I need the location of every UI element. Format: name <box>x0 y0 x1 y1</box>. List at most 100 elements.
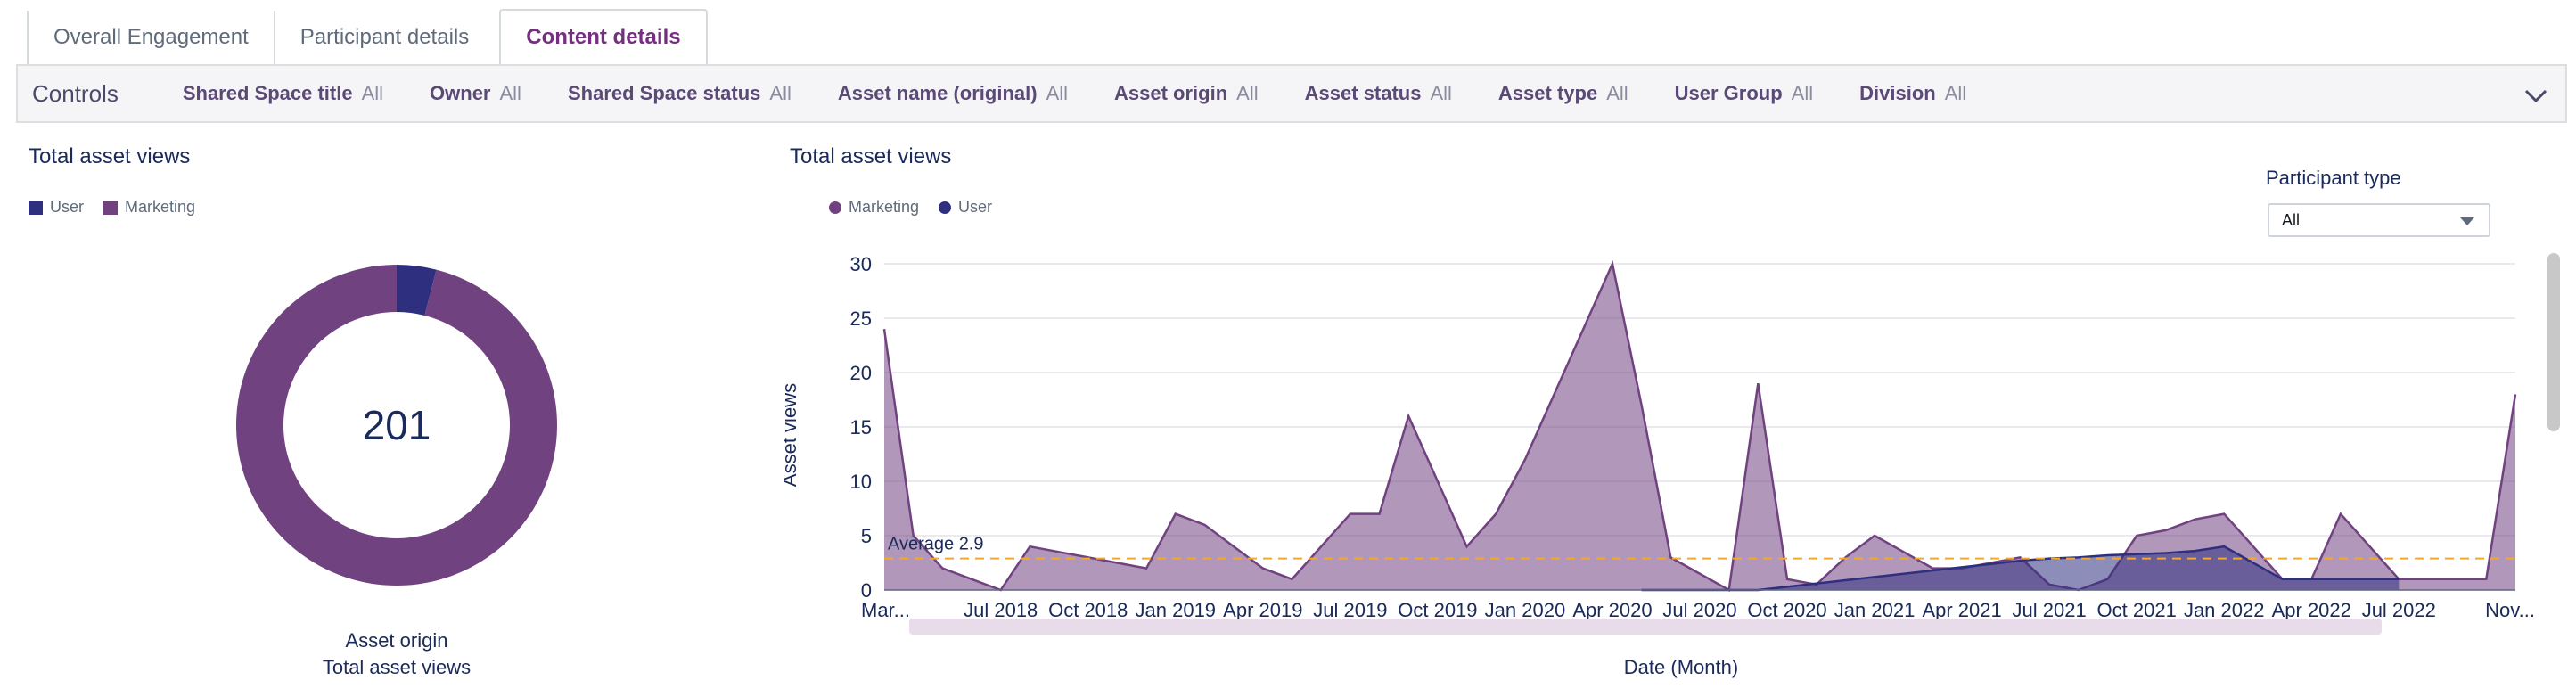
filter-value: All <box>1236 82 1259 104</box>
tab-bar: Overall Engagement Participant details C… <box>0 0 2576 64</box>
filter-owner[interactable]: Owner All <box>430 82 521 105</box>
tab-content-details[interactable]: Content details <box>499 9 708 64</box>
x-tick-label: Apr 2021 <box>1922 599 2001 621</box>
filter-asset-status[interactable]: Asset status All <box>1305 82 1452 105</box>
x-axis: Mar... Jul 2018 Oct 2018 Jan 2019 Apr 2019 Ju… <box>861 589 2535 621</box>
filter-label: Asset origin <box>1114 82 1228 104</box>
legend-item[interactable]: Marketing <box>103 198 195 217</box>
filter-label: Asset status <box>1304 82 1422 104</box>
donut-slice-user[interactable] <box>397 265 437 316</box>
donut-total: 201 <box>362 402 431 448</box>
controls-bar: Controls Shared Space title All Owner All … <box>16 64 2567 123</box>
x-tick-label: Mar... <box>861 599 910 621</box>
filter-value: All <box>1791 82 1814 104</box>
filter-value: All <box>1430 82 1452 104</box>
filter-asset-name[interactable]: Asset name (original) All <box>838 82 1068 105</box>
donut-legend: User Marketing <box>29 198 215 217</box>
filter-label: Shared Space status <box>567 82 761 104</box>
x-tick-label: Jan 2021 <box>1834 599 1916 621</box>
x-tick-label: Apr 2020 <box>1572 599 1652 621</box>
area-chart-title: Total asset views <box>790 144 952 168</box>
x-axis-label: Date (Month) <box>1624 656 1738 678</box>
x-tick-label: Jan 2020 <box>1485 599 1566 621</box>
x-tick-label: Oct 2019 <box>1398 599 1477 621</box>
participant-type-label: Participant type <box>2266 167 2401 189</box>
donut-title: Total asset views <box>29 144 191 168</box>
x-tick-label: Oct 2021 <box>2097 599 2177 621</box>
x-tick-label: Jul 2019 <box>1313 599 1387 621</box>
legend-swatch <box>29 200 43 215</box>
filter-value: All <box>769 82 792 104</box>
y-tick-label: 25 <box>850 308 872 330</box>
x-tick-label: Jul 2018 <box>964 599 1038 621</box>
legend-swatch <box>103 200 119 215</box>
x-tick-label: Apr 2019 <box>1223 599 1302 621</box>
controls-title: Controls <box>32 79 119 107</box>
filter-shared-space-status[interactable]: Shared Space status All <box>568 82 792 105</box>
donut-chart[interactable]: 201 <box>235 264 558 586</box>
donut-caption-origin: Asset origin <box>345 629 448 652</box>
area-marketing[interactable] <box>884 264 2515 590</box>
legend-swatch <box>939 201 952 214</box>
y-tick-label: 10 <box>850 471 872 493</box>
tab-overall-engagement[interactable]: Overall Engagement <box>27 11 274 64</box>
filter-asset-type[interactable]: Asset type All <box>1498 82 1628 105</box>
filter-label: User Group <box>1674 82 1783 104</box>
y-axis-label: Asset views <box>784 383 800 487</box>
x-tick-label: Jul 2020 <box>1662 599 1736 621</box>
legend-label: Marketing <box>849 198 920 216</box>
filter-value: All <box>499 82 521 104</box>
x-tick-label: Jul 2021 <box>2013 599 2087 621</box>
filter-label: Division <box>1859 82 1936 104</box>
filter-user-group[interactable]: User Group All <box>1675 82 1813 105</box>
area-legend: Marketing User <box>829 198 1012 217</box>
x-tick-label: Jan 2019 <box>1136 599 1217 621</box>
range-slider-track[interactable] <box>909 619 2382 635</box>
y-tick-label: 30 <box>850 253 872 275</box>
donut-caption-views: Total asset views <box>322 656 472 678</box>
filter-division[interactable]: Division All <box>1859 82 1966 105</box>
participant-type-value: All <box>2282 210 2301 229</box>
filter-value: All <box>1944 82 1967 104</box>
donut-slice-marketing[interactable] <box>235 265 557 586</box>
filter-label: Shared Space title <box>182 82 353 104</box>
donut-svg <box>235 265 557 586</box>
y-axis: 0 5 10 15 20 25 30 <box>850 253 872 602</box>
participant-type-select[interactable]: All <box>2268 203 2490 237</box>
x-tick-label: Oct 2018 <box>1048 599 1128 621</box>
y-tick-label: 0 <box>861 579 872 602</box>
x-tick-label: Oct 2020 <box>1747 599 1826 621</box>
vertical-scrollbar[interactable] <box>2547 253 2560 431</box>
x-tick-label: Apr 2022 <box>2272 599 2351 621</box>
filter-value: All <box>361 82 384 104</box>
x-tick-label: Jul 2022 <box>2362 599 2436 621</box>
chart-areas <box>882 259 2517 592</box>
filter-asset-origin[interactable]: Asset origin All <box>1114 82 1259 105</box>
filter-value: All <box>1606 82 1628 104</box>
legend-item[interactable]: User <box>29 198 84 217</box>
average-label: Average 2.9 <box>888 535 984 554</box>
filter-label: Asset type <box>1497 82 1598 104</box>
tab-participant-details[interactable]: Participant details <box>273 11 494 64</box>
filter-label: Asset name (original) <box>837 82 1038 104</box>
filter-label: Owner <box>430 82 491 104</box>
series-line-marketing <box>882 259 2517 592</box>
x-tick-label: Nov... <box>2485 599 2535 621</box>
filter-value: All <box>1046 82 1069 104</box>
y-tick-label: 5 <box>861 525 872 547</box>
legend-label: User <box>958 198 993 216</box>
y-tick-label: 15 <box>850 416 872 439</box>
series-line-user <box>1641 545 2400 592</box>
legend-item[interactable]: User <box>939 198 992 217</box>
legend-swatch <box>829 201 841 214</box>
legend-item[interactable]: Marketing <box>829 198 919 217</box>
chevron-down-icon[interactable] <box>2523 82 2549 109</box>
area-chart[interactable]: Average 2.9 Mar... Jul 2018 Oct 2018 Jan 20… <box>784 241 2540 691</box>
average-line: Average 2.9 <box>884 535 2515 560</box>
area-user[interactable] <box>1641 546 2400 590</box>
filter-shared-space-title[interactable]: Shared Space title All <box>183 82 383 105</box>
legend-label: User <box>50 198 85 216</box>
chart-grid <box>884 263 2515 591</box>
legend-label: Marketing <box>125 198 196 216</box>
x-tick-label: Jan 2022 <box>2184 599 2265 621</box>
